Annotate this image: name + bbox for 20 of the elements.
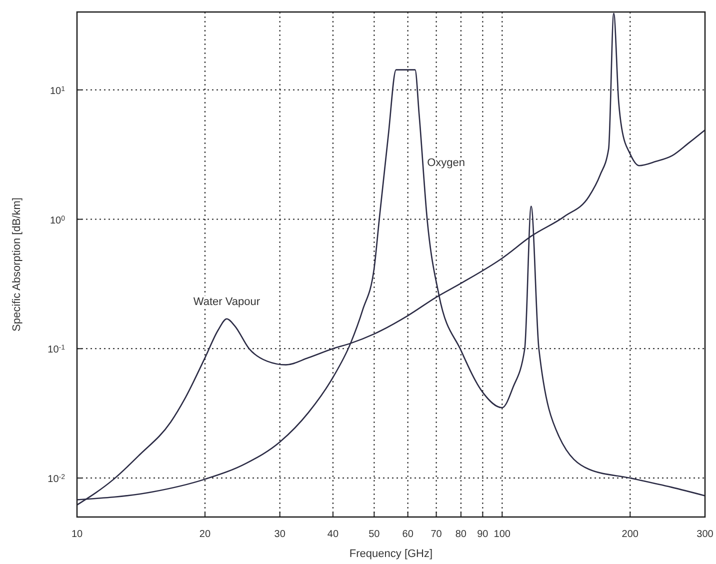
x-tick-label: 90 <box>477 529 489 540</box>
x-tick-label: 100 <box>494 529 511 540</box>
y-tick-label: 10$^{1}$ <box>50 85 66 97</box>
x-tick-label: 200 <box>622 529 639 540</box>
y-tick-label: 10$^{-1}$ <box>48 344 66 356</box>
y-tick-label: 10$^{-2}$ <box>48 474 66 486</box>
x-axis-title: Frequency [GHz] <box>349 548 433 560</box>
series-label: Water Vapour <box>193 296 260 308</box>
x-tick-label: 80 <box>455 529 467 540</box>
x-tick-label: 30 <box>274 529 286 540</box>
y-axis-title: Specific Absorption [dB/km] <box>11 198 23 332</box>
x-tick-label: 10 <box>71 529 83 540</box>
y-tick-label: 10$^{0}$ <box>50 214 66 226</box>
x-tick-label: 70 <box>430 529 442 540</box>
x-tick-label: 40 <box>327 529 339 540</box>
x-tick-label: 50 <box>368 529 380 540</box>
x-tick-label: 300 <box>696 529 714 540</box>
x-tick-label: 60 <box>402 529 414 540</box>
x-tick-label: 20 <box>199 529 211 540</box>
series-label: Oxygen <box>427 156 465 169</box>
